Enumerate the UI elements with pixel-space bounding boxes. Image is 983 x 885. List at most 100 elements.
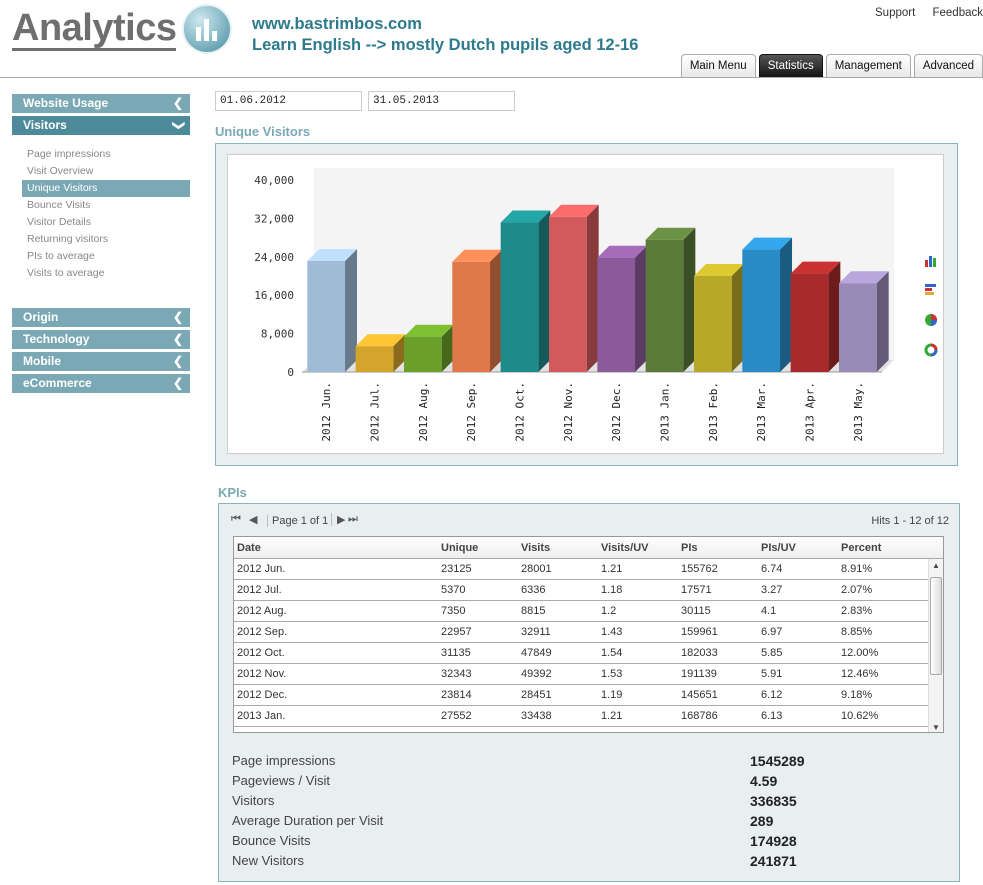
table-cell: 7350 bbox=[441, 605, 466, 617]
site-description: Learn English --> mostly Dutch pupils ag… bbox=[252, 36, 639, 54]
scroll-up-icon[interactable]: ▲ bbox=[932, 561, 940, 570]
x-tick-label: 2013 May. bbox=[852, 382, 865, 442]
tab-statistics[interactable]: Statistics bbox=[758, 54, 823, 78]
last-page-icon[interactable]: ⏭ bbox=[348, 513, 358, 525]
table-row[interactable]: 2012 Oct. 31135 47849 1.54 182033 5.85 12.00% bbox=[234, 643, 943, 664]
bar-side bbox=[393, 334, 406, 372]
start-date-field[interactable]: 01.06.2012 bbox=[215, 91, 362, 111]
table-cell: 17571 bbox=[681, 584, 712, 596]
table-row[interactable]: 2012 Sep. 22957 32911 1.43 159961 6.97 8.85% bbox=[234, 622, 943, 643]
main-tabs: Main Menu Statistics Management Advanced bbox=[680, 54, 983, 78]
tab-advanced[interactable]: Advanced bbox=[913, 54, 983, 78]
pager-bar: ⏮ ◀ Page 1 of 1 ▶ ⏭ Hits 1 - 12 of 12 bbox=[231, 513, 949, 531]
chevron-left-icon: ❮ bbox=[172, 354, 183, 368]
prev-page-icon[interactable]: ◀ bbox=[249, 514, 258, 526]
feedback-link[interactable]: Feedback bbox=[932, 7, 983, 19]
scroll-down-icon[interactable]: ▼ bbox=[932, 723, 940, 732]
sidebar-ecommerce[interactable]: eCommerce ❮ bbox=[12, 374, 190, 393]
table-cell: 191139 bbox=[681, 668, 717, 680]
table-cell: 2012 Aug. bbox=[237, 605, 287, 617]
sub-bounce-visits[interactable]: Bounce Visits bbox=[27, 199, 91, 211]
col-date[interactable]: Date bbox=[237, 542, 261, 554]
summary-value: 289 bbox=[750, 813, 774, 829]
table-row[interactable]: 2013 Jan. 27552 33438 1.21 168786 6.13 10.62% bbox=[234, 706, 943, 727]
sidebar-technology[interactable]: Technology ❮ bbox=[12, 330, 190, 349]
sidebar-mobile[interactable]: Mobile ❮ bbox=[12, 352, 190, 371]
bar-side bbox=[345, 249, 358, 372]
summary-value: 4.59 bbox=[750, 773, 778, 789]
bar-top bbox=[452, 249, 503, 262]
col-percent[interactable]: Percent bbox=[841, 542, 882, 554]
col-pis-uv[interactable]: PIs/UV bbox=[761, 542, 796, 554]
table-cell: 9.18% bbox=[841, 689, 873, 701]
sub-visit-overview[interactable]: Visit Overview bbox=[27, 165, 94, 177]
x-tick-label: 2012 Nov. bbox=[562, 382, 575, 442]
col-visits-uv[interactable]: Visits/UV bbox=[601, 542, 649, 554]
sub-visits-to-average[interactable]: Visits to average bbox=[27, 267, 105, 279]
x-tick-label: 2012 Aug. bbox=[417, 382, 430, 442]
sidebar-website-usage[interactable]: Website Usage ❮ bbox=[12, 94, 190, 113]
next-page-icon[interactable]: ▶ bbox=[331, 513, 345, 526]
logo-text: Analytics bbox=[12, 6, 177, 51]
bar bbox=[693, 276, 732, 372]
table-row[interactable]: 2012 Jul. 5370 6336 1.18 17571 3.27 2.07% bbox=[234, 580, 943, 601]
tab-management[interactable]: Management bbox=[825, 54, 911, 78]
scroll-thumb[interactable] bbox=[930, 577, 942, 675]
summary-row: Page impressions 1545289 bbox=[232, 751, 932, 771]
table-row[interactable]: 2012 Jun. 23125 28001 1.21 155762 6.74 8.91% bbox=[234, 559, 943, 580]
table-cell: 4.1 bbox=[761, 605, 777, 617]
donut-chart-icon[interactable] bbox=[922, 342, 940, 360]
support-link[interactable]: Support bbox=[875, 7, 916, 19]
sub-page-impressions[interactable]: Page impressions bbox=[27, 148, 111, 160]
bar bbox=[500, 222, 539, 372]
col-unique[interactable]: Unique bbox=[441, 542, 479, 554]
bar-top bbox=[307, 249, 358, 261]
table-cell: 8.91% bbox=[841, 563, 873, 575]
pie-chart-icon[interactable] bbox=[922, 312, 940, 330]
sidebar-item-label: Website Usage bbox=[23, 96, 109, 110]
table-cell: 155762 bbox=[681, 563, 718, 575]
bar-top bbox=[500, 210, 551, 223]
table-row[interactable]: 2012 Aug. 7350 8815 1.2 30115 4.1 2.83% bbox=[234, 601, 943, 622]
bar-side bbox=[538, 210, 551, 372]
bar bbox=[838, 283, 877, 372]
table-cell: 30115 bbox=[681, 605, 711, 617]
hits-count: Hits 1 - 12 of 12 bbox=[871, 515, 949, 527]
table-cell: 10.62% bbox=[841, 710, 879, 722]
table-cell: 1.53 bbox=[601, 668, 623, 680]
col-visits[interactable]: Visits bbox=[521, 542, 551, 554]
sub-unique-visitors[interactable]: Unique Visitors bbox=[22, 180, 190, 197]
bar-top bbox=[403, 324, 454, 337]
bar-side bbox=[683, 227, 696, 372]
bar-top bbox=[693, 264, 744, 276]
sidebar-origin[interactable]: Origin ❮ bbox=[12, 308, 190, 327]
bar-side bbox=[441, 324, 454, 372]
end-date-field[interactable]: 31.05.2013 bbox=[368, 91, 515, 111]
bar-chart-icon[interactable] bbox=[922, 252, 940, 270]
horizontal-bar-icon[interactable] bbox=[922, 282, 940, 300]
table-row[interactable]: 2012 Nov. 32343 49392 1.53 191139 5.91 12.46% bbox=[234, 664, 943, 685]
table-cell: 28451 bbox=[521, 689, 552, 701]
x-tick-label: 2013 Apr. bbox=[804, 382, 817, 442]
table-cell: 8.85% bbox=[841, 626, 873, 638]
summary-label: Bounce Visits bbox=[232, 833, 311, 848]
analytics-logo[interactable]: Analytics bbox=[12, 4, 233, 54]
tab-main-menu[interactable]: Main Menu bbox=[680, 54, 756, 78]
sidebar-visitors[interactable]: Visitors ❮ bbox=[12, 116, 190, 135]
table-cell: 1.43 bbox=[601, 626, 623, 638]
sub-visitor-details[interactable]: Visitor Details bbox=[27, 216, 91, 228]
col-pis[interactable]: PIs bbox=[681, 542, 698, 554]
table-cell: 2012 Nov. bbox=[237, 668, 287, 680]
table-scrollbar[interactable]: ▲ ▼ bbox=[928, 559, 943, 732]
first-page-icon[interactable]: ⏮ bbox=[231, 513, 241, 525]
table-row[interactable]: 2012 Dec. 23814 28451 1.19 145651 6.12 9.18% bbox=[234, 685, 943, 706]
summary-row: New Visitors 241871 bbox=[232, 851, 932, 871]
table-cell: 1.2 bbox=[601, 605, 617, 617]
table-cell: 6.74 bbox=[761, 563, 783, 575]
sub-returning-visitors[interactable]: Returning visitors bbox=[27, 233, 109, 245]
sub-pis-to-average[interactable]: PIs to average bbox=[27, 250, 95, 262]
table-cell: 2012 Jul. bbox=[237, 584, 282, 596]
bar-top bbox=[742, 237, 793, 250]
table-cell: 12.00% bbox=[841, 647, 879, 659]
site-info: www.bastrimbos.com Learn English --> mos… bbox=[252, 14, 638, 56]
